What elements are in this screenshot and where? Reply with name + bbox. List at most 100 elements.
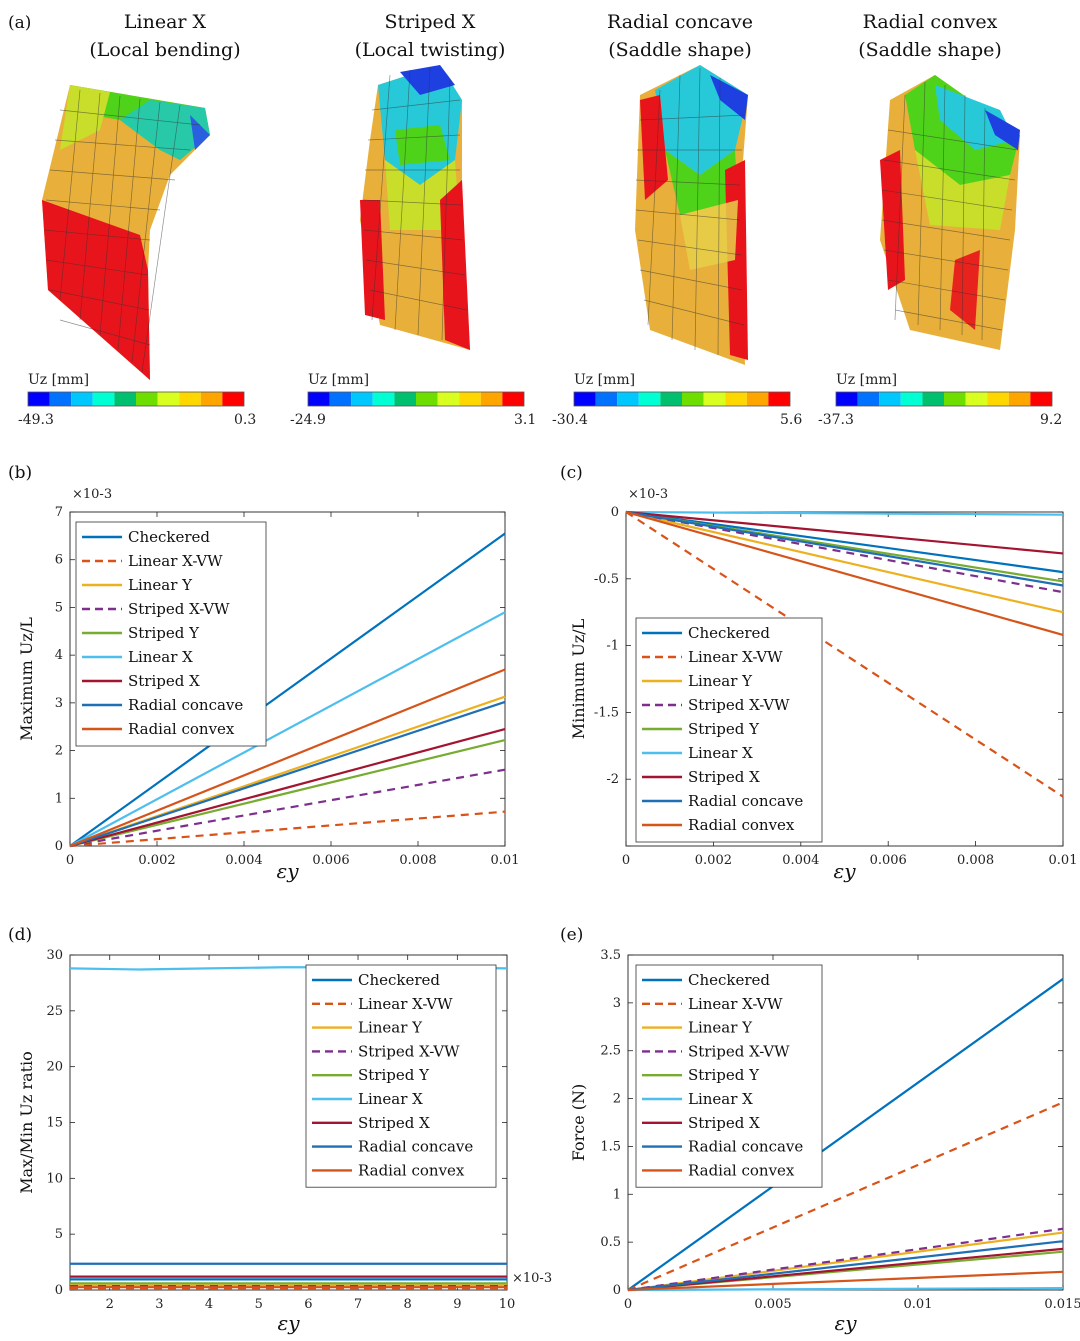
colorbar-case-4 [835,391,1053,407]
colorbar-frame [27,391,245,407]
y-tick-label: -1.5 [594,705,619,720]
case-title: Striped X [385,11,476,33]
y-tick-label: 0 [613,1283,621,1298]
legend-label: Striped Y [358,1066,430,1084]
colorbar-min: -24.9 [290,412,326,428]
chart-d-max-min-ratio: 2 3 4 5 6 7 8 9 10 0 5 10 15 20 25 30 Checkered Linear X-… [17,948,552,1335]
legend-label: Radial concave [688,1138,803,1156]
legend-label: Linear Y [128,576,193,594]
legend-label: Radial concave [688,792,803,810]
x-tick-label: 0.015 [1044,1297,1080,1312]
colorbar-max: 3.1 [514,412,536,428]
series-line [625,510,1064,555]
legend-label: Checkered [128,528,210,546]
y-tick-label: 2 [55,744,63,759]
legend-label: Striped Y [688,720,760,738]
colorbar-swatch [157,392,180,406]
colorbar-swatch [987,392,1009,406]
colorbar-swatch [965,392,988,406]
colorbar-max: 0.3 [234,412,256,428]
y-tick-label: 30 [46,948,63,963]
colorbar-swatch [502,392,524,406]
x-tick-label: 0.004 [225,853,262,868]
y-tick-label: 1 [613,1187,621,1202]
series-line [69,668,506,848]
series-line [625,510,1064,516]
y-axis-label: Minimum Uz/L [569,618,588,739]
colorbar-label: Uz [mm] [574,372,635,388]
colorbar-swatch [922,392,944,406]
series-line [627,1247,1064,1292]
panel-a-surfaces: Linear X (Local bending) Uz [mm] -49.3 0… [18,11,1062,428]
case-striped-x: Striped X (Local twisting) Uz [mm] -24.9… [290,11,536,428]
legend-label: Striped X [358,1114,430,1132]
legend-label: Linear X-VW [688,995,783,1013]
legend-label: Linear X [128,648,193,666]
x-tick-label: 0 [624,1297,632,1312]
case-subtitle: (Local bending) [89,39,240,61]
colorbar-swatch [879,392,901,406]
legend-label: Radial concave [358,1138,473,1156]
series-line [69,700,506,848]
colorbar-swatch [703,392,726,406]
x-tick-label: 4 [205,1297,213,1312]
y-tick-label: 3.5 [600,948,621,963]
colorbar-label: Uz [mm] [308,372,369,388]
x-tick-label: 0 [622,853,630,868]
panel-label-b: (b) [8,463,32,483]
legend-label: Linear Y [358,1019,423,1037]
colorbar-swatch [836,392,858,406]
colorbar-case-3 [573,391,791,407]
x-tick-label: 10 [499,1297,516,1312]
x-axis-label: εy [834,1311,857,1335]
series-line [625,511,1064,798]
x-tick-label: 9 [453,1297,461,1312]
y-tick-label: 1 [55,791,63,806]
panel-label-a: (a) [8,13,31,33]
series-line [69,611,506,847]
colorbar-swatch [200,392,223,406]
colorbar-swatch [351,392,373,406]
series-line [625,510,1064,587]
colorbar-swatch [416,392,438,406]
series-line [627,978,1064,1291]
legend-label: Linear X [358,1090,423,1108]
x-axis-label: εy [833,859,856,883]
series-line [69,739,506,848]
colorbar-max: 9.2 [1040,412,1062,428]
colorbar-swatch [574,392,596,406]
y-tick-label: 15 [46,1116,63,1131]
legend-label: Linear Y [688,1019,753,1037]
legend-label: Striped X [688,768,760,786]
colorbar-swatch [92,392,115,406]
colorbar-swatch [480,392,503,406]
legend-label: Striped Y [128,624,200,642]
case-subtitle: (Saddle shape) [608,39,752,61]
colorbar-min: -37.3 [818,412,854,428]
colorbar-swatch [179,392,201,406]
y-tick-label: 7 [55,505,63,520]
colorbar-frame [835,391,1053,407]
y-tick-label: 5 [55,600,63,615]
chart-b-maximum-uz: 0 0.002 0.004 0.006 0.008 0.01 0 1 2 3 4 5 6 7 Checker… [17,487,519,883]
x-tick-label: 0.006 [870,853,907,868]
y-tick-label: 25 [46,1004,63,1019]
x-tick-label: 0.005 [754,1297,791,1312]
case-subtitle: (Saddle shape) [858,39,1002,61]
y-tick-label: 3 [613,996,621,1011]
legend-label: Striped X-VW [688,1042,790,1060]
x-tick-label: 0.004 [782,853,819,868]
colorbar-swatch [1030,392,1052,406]
y-tick-label: 1.5 [600,1139,621,1154]
colorbar-swatch [28,392,50,406]
x-axis-label: εy [277,1311,300,1335]
x-tick-label: 8 [404,1297,412,1312]
deformed-surface-image [880,75,1020,350]
y-tick-label: -1 [606,639,619,654]
legend-label: Linear X [688,744,753,762]
y-tick-label: 10 [46,1171,63,1186]
y-tick-label: 2.5 [600,1044,621,1059]
case-linear-x: Linear X (Local bending) Uz [mm] -49.3 0… [18,11,256,428]
case-subtitle: (Local twisting) [355,39,506,61]
x-tick-label: 2 [106,1297,114,1312]
